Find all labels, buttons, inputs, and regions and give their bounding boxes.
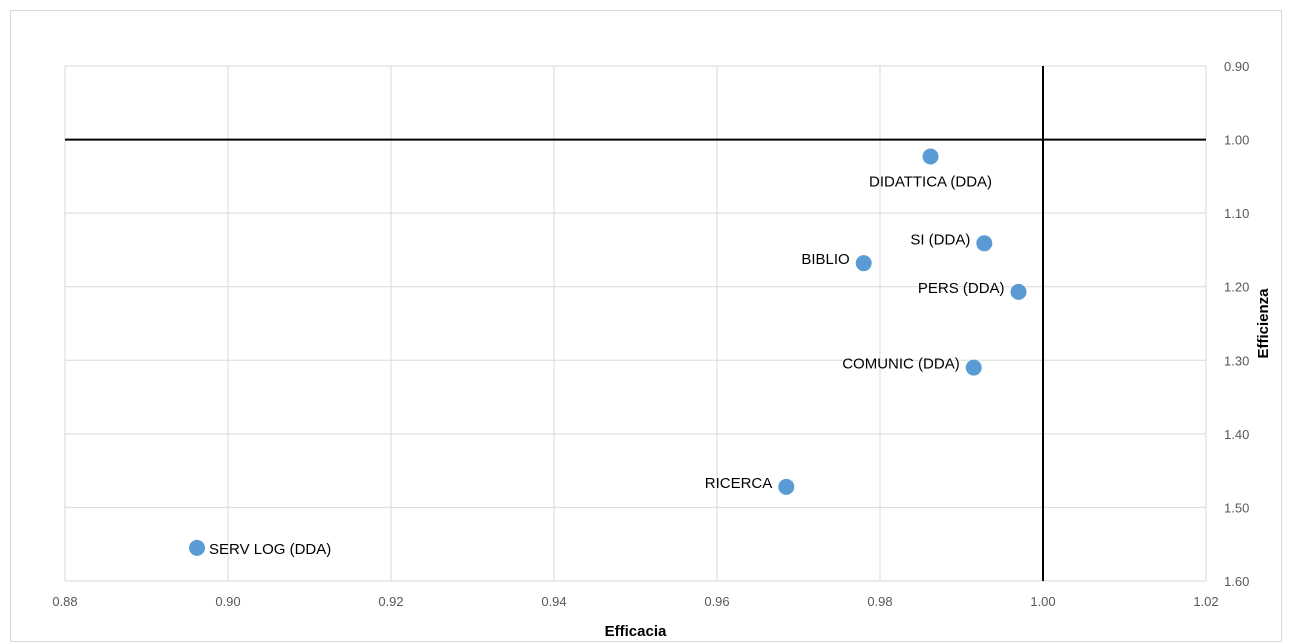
- y-tick-label: 1.00: [1224, 133, 1249, 148]
- x-tick-label: 0.96: [704, 594, 729, 609]
- chart-area: [10, 10, 1282, 642]
- reference-lines: [65, 66, 1206, 581]
- y-axis-title: Efficienza: [1255, 288, 1272, 359]
- x-tick-label: 0.90: [215, 594, 240, 609]
- tick-labels: 0.88 0.90 0.92 0.94 0.96 0.98 1.00 1.02 0.90 1.00…: [52, 59, 1249, 609]
- data-point: [855, 255, 872, 272]
- gridlines: [64, 65, 1207, 582]
- data-label: RICERCA: [705, 475, 773, 492]
- data-points: [189, 148, 1027, 556]
- y-tick-label: 1.60: [1224, 574, 1249, 589]
- data-point: [778, 478, 795, 495]
- data-label: DIDATTICA (DDA): [869, 173, 992, 190]
- y-tick-label: 1.40: [1224, 427, 1249, 442]
- data-point: [1010, 283, 1027, 300]
- x-tick-label: 0.88: [52, 594, 77, 609]
- y-tick-label: 1.50: [1224, 500, 1249, 515]
- data-label: COMUNIC (DDA): [842, 356, 960, 373]
- data-label: BIBLIO: [801, 251, 849, 268]
- y-tick-label: 1.20: [1224, 280, 1249, 295]
- data-point: [922, 148, 939, 165]
- x-tick-label: 0.92: [378, 594, 403, 609]
- data-point: [189, 539, 206, 556]
- y-tick-label: 1.30: [1224, 353, 1249, 368]
- data-label: SI (DDA): [910, 231, 970, 248]
- y-tick-label: 1.10: [1224, 206, 1249, 221]
- data-point: [965, 359, 982, 376]
- point-labels: DIDATTICA (DDA) SI (DDA) BIBLIO PERS (DDA) C…: [209, 173, 1005, 557]
- x-tick-label: 1.02: [1193, 594, 1218, 609]
- data-point: [976, 235, 993, 252]
- x-tick-label: 0.98: [867, 594, 892, 609]
- data-label: SERV LOG (DDA): [209, 541, 331, 558]
- y-tick-label: 0.90: [1224, 59, 1249, 74]
- data-label: PERS (DDA): [918, 280, 1005, 297]
- x-axis-title: Efficacia: [605, 623, 667, 640]
- x-tick-label: 1.00: [1030, 594, 1055, 609]
- x-tick-label: 0.94: [541, 594, 566, 609]
